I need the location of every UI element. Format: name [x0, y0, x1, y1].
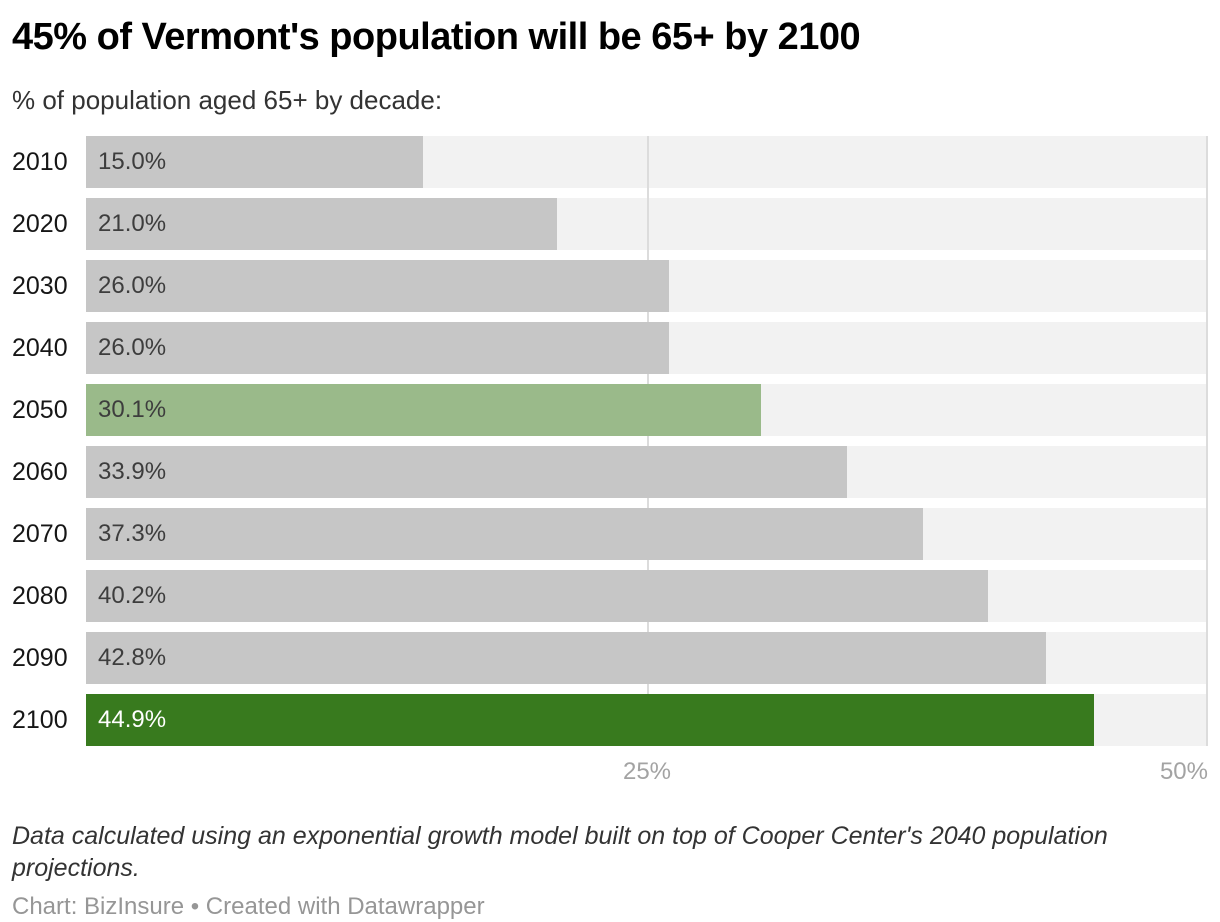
chart-row-2020: 2020 21.0%: [12, 198, 1208, 250]
bar-2010[interactable]: 15.0%: [86, 136, 423, 188]
bar-value-label: 30.1%: [98, 396, 167, 423]
bar-track: 15.0%: [86, 136, 1208, 188]
bar-value-label: 26.0%: [98, 272, 167, 299]
row-year-label: 2050: [12, 396, 68, 424]
row-year-label: 2100: [12, 706, 68, 734]
bar-2060[interactable]: 33.9%: [86, 446, 847, 498]
bar-track: 33.9%: [86, 446, 1208, 498]
bar-value-label: 21.0%: [98, 210, 167, 237]
row-year-label: 2040: [12, 334, 68, 362]
row-year-label: 2060: [12, 458, 68, 486]
chart-row-2090: 2090 42.8%: [12, 632, 1208, 684]
row-year-label: 2030: [12, 272, 68, 300]
x-tick-label: 25%: [622, 758, 672, 785]
bar-track: 21.0%: [86, 198, 1208, 250]
bar-track: 26.0%: [86, 260, 1208, 312]
credit-line: Chart: BizInsure • Created with Datawrap…: [12, 893, 485, 920]
bar-2100[interactable]: 44.9%: [86, 694, 1094, 746]
bar-track: 42.8%: [86, 632, 1208, 684]
x-tick-label: 50%: [1159, 758, 1208, 785]
bar-track: 44.9%: [86, 694, 1208, 746]
bar-2040[interactable]: 26.0%: [86, 322, 670, 374]
chart-row-2100: 2100 44.9%: [12, 694, 1208, 746]
bar-2020[interactable]: 21.0%: [86, 198, 558, 250]
chart-row-2050: 2050 30.1%: [12, 384, 1208, 436]
chart-row-2080: 2080 40.2%: [12, 570, 1208, 622]
bar-value-label: 26.0%: [98, 334, 167, 361]
bar-2050[interactable]: 30.1%: [86, 384, 762, 436]
chart-subtitle: % of population aged 65+ by decade:: [12, 85, 443, 115]
bar-value-label: 15.0%: [98, 148, 167, 175]
chart-title: 45% of Vermont's population will be 65+ …: [12, 16, 861, 58]
bar-track: 30.1%: [86, 384, 1208, 436]
bar-value-label: 33.9%: [98, 458, 167, 485]
row-year-label: 2080: [12, 582, 68, 610]
row-year-label: 2070: [12, 520, 68, 548]
chart-row-2030: 2030 26.0%: [12, 260, 1208, 312]
chart-row-2010: 2010 15.0%: [12, 136, 1208, 188]
bar-2030[interactable]: 26.0%: [86, 260, 670, 312]
chart-row-2040: 2040 26.0%: [12, 322, 1208, 374]
chart-row-2060: 2060 33.9%: [12, 446, 1208, 498]
bar-2080[interactable]: 40.2%: [86, 570, 989, 622]
row-year-label: 2010: [12, 148, 68, 176]
bar-track: 40.2%: [86, 570, 1208, 622]
bar-value-label: 40.2%: [98, 582, 167, 609]
bar-2090[interactable]: 42.8%: [86, 632, 1047, 684]
footnote: Data calculated using an exponential gro…: [12, 822, 1108, 882]
bar-value-label: 44.9%: [98, 706, 167, 733]
row-year-label: 2090: [12, 644, 68, 672]
bar-track: 26.0%: [86, 322, 1208, 374]
chart-rows: 2010 15.0% 2020 21.0% 2030 26.0% 2040 26.0% 2050…: [12, 136, 1208, 746]
bar-value-label: 37.3%: [98, 520, 167, 547]
bar-2070[interactable]: 37.3%: [86, 508, 923, 560]
bar-value-label: 42.8%: [98, 644, 167, 671]
bar-chart: 2010 15.0% 2020 21.0% 2030 26.0% 2040 26.0% 2050…: [12, 136, 1208, 788]
x-axis: 25% 50%: [86, 758, 1208, 788]
bar-track: 37.3%: [86, 508, 1208, 560]
row-year-label: 2020: [12, 210, 68, 238]
chart-row-2070: 2070 37.3%: [12, 508, 1208, 560]
